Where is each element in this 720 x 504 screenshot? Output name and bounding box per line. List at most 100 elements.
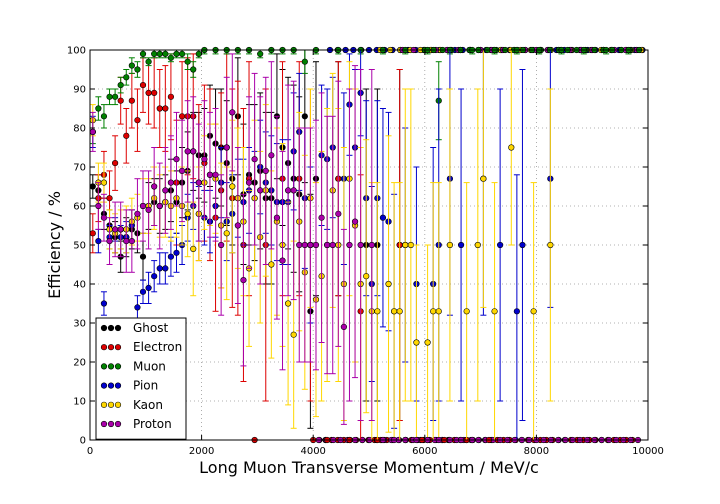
marker <box>89 128 96 135</box>
marker <box>290 331 297 338</box>
data-point-proton <box>335 80 342 347</box>
marker <box>117 226 124 233</box>
marker <box>167 253 175 260</box>
marker <box>234 222 241 229</box>
y-tick-label: 0 <box>80 436 86 447</box>
marker <box>530 308 537 315</box>
data-point-proton <box>173 111 180 207</box>
marker <box>368 241 375 249</box>
data-point-proton <box>318 92 325 343</box>
marker <box>167 93 175 100</box>
marker <box>229 109 236 116</box>
x-tick-label: 0 <box>87 446 93 457</box>
data-point-kaon <box>508 49 515 246</box>
y-tick-label: 10 <box>73 397 86 408</box>
marker <box>173 249 180 256</box>
legend-label: Muon <box>133 359 166 373</box>
legend-marker <box>100 401 108 408</box>
data-point-proton <box>178 119 186 223</box>
data-point-pion <box>145 271 152 304</box>
data-point-electron <box>134 88 141 152</box>
marker <box>351 218 359 225</box>
marker <box>463 308 470 315</box>
marker <box>257 50 264 58</box>
marker <box>396 308 403 315</box>
marker <box>128 62 135 69</box>
marker <box>240 277 247 284</box>
legend-marker <box>114 420 122 428</box>
data-point-proton <box>195 123 202 242</box>
marker <box>480 175 487 182</box>
data-point-kaon <box>385 135 392 433</box>
marker <box>474 241 481 249</box>
marker <box>385 280 392 288</box>
data-point-muon <box>95 96 102 121</box>
data-point-pion <box>167 236 175 277</box>
data-point-proton <box>257 96 264 285</box>
marker <box>162 187 169 194</box>
marker <box>178 50 186 58</box>
marker <box>273 214 281 221</box>
data-point-muon <box>128 57 135 74</box>
marker <box>139 202 147 210</box>
legend-marker <box>100 420 108 428</box>
data-point-kaon <box>446 88 454 402</box>
data-point-proton <box>368 69 375 421</box>
legend-item-kaon: Kaon <box>100 398 163 412</box>
y-tick-label: 80 <box>73 124 86 135</box>
marker <box>89 183 96 190</box>
marker <box>106 195 113 202</box>
legend-marker <box>114 401 122 408</box>
marker <box>357 241 364 249</box>
data-point-kaon <box>363 139 370 414</box>
data-point-pion <box>139 279 147 304</box>
data-point-proton <box>128 209 135 273</box>
marker <box>519 241 526 249</box>
marker <box>402 241 409 249</box>
marker <box>123 132 130 139</box>
marker <box>301 113 308 120</box>
legend-marker <box>107 324 115 332</box>
data-point-proton <box>117 201 124 258</box>
data-point-pion <box>173 232 180 273</box>
marker <box>156 105 163 112</box>
marker <box>145 58 152 65</box>
legend-marker <box>107 382 115 389</box>
data-point-proton <box>234 147 241 304</box>
marker <box>245 179 253 186</box>
data-point-proton <box>251 72 258 246</box>
marker <box>223 144 230 151</box>
marker <box>212 171 219 178</box>
data-point-pion <box>379 108 387 328</box>
y-tick-label: 50 <box>73 241 86 252</box>
marker <box>497 241 504 249</box>
data-point-electron <box>145 61 152 125</box>
data-point-proton <box>301 127 308 363</box>
marker <box>139 253 147 260</box>
data-point-muon <box>123 69 130 86</box>
marker <box>184 210 191 217</box>
data-point-kaon <box>474 88 481 402</box>
marker <box>251 156 258 163</box>
data-point-muon <box>145 57 152 67</box>
y-tick-label: 70 <box>73 163 86 174</box>
y-axis-title: Efficiency / % <box>45 191 64 299</box>
data-point-electron <box>156 69 163 148</box>
y-tick-label: 40 <box>73 280 86 291</box>
marker <box>112 226 119 233</box>
marker <box>363 273 370 280</box>
data-point-muon <box>301 49 308 74</box>
marker <box>123 238 130 245</box>
marker <box>508 144 515 151</box>
x-tick-label: 8000 <box>524 446 549 457</box>
data-point-proton <box>279 150 286 371</box>
y-tick-label: 60 <box>73 202 86 213</box>
x-tick-label: 10000 <box>632 446 664 457</box>
data-point-proton <box>245 96 253 269</box>
marker <box>206 171 214 178</box>
data-point-proton <box>240 193 247 367</box>
marker <box>190 148 197 155</box>
marker <box>100 214 108 221</box>
legend-label: Pion <box>133 379 158 393</box>
